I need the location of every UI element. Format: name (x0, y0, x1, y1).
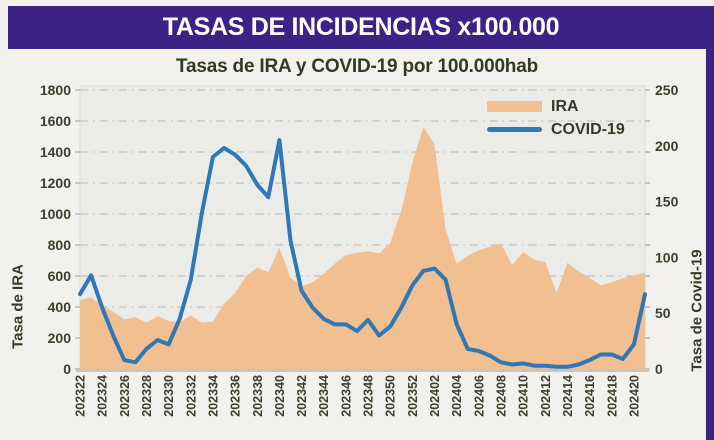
x-axis-tick-label: 202414 (561, 375, 575, 417)
covid-line-swatch (487, 127, 542, 132)
legend-item-covid: COVID-19 (487, 118, 625, 141)
right-axis-tick-label: 200 (655, 138, 679, 154)
x-axis-tick-label: 202324 (96, 375, 110, 417)
incidence-chart: 0 200 400 600 800 1000 1200 1400 1600 1800 0 50 100 1… (40, 82, 679, 417)
right-axis-tick-label: 250 (655, 82, 679, 98)
page-title: TASAS DE INCIDENCIAS x100.000 (162, 13, 560, 41)
x-axis-tick-label: 202336 (229, 375, 243, 417)
chart-legend: IRA COVID-19 (487, 95, 625, 141)
x-axis-tick-label: 202340 (273, 375, 287, 417)
legend-label-covid: COVID-19 (551, 120, 625, 138)
x-axis-tick-label: 202404 (450, 375, 464, 417)
x-axis-tick-label: 202334 (206, 375, 220, 417)
right-axis-tick-label: 150 (655, 194, 679, 210)
x-axis-tick-label: 202350 (384, 375, 398, 417)
ira-area-series (80, 127, 645, 369)
x-axis-tick-label: 202418 (605, 375, 619, 417)
right-border-strip (706, 49, 714, 440)
legend-item-ira: IRA (487, 95, 625, 118)
chart-area: 0 200 400 600 800 1000 1200 1400 1600 1800 0 50 100 1… (0, 78, 714, 440)
x-axis-tick-label: 202326 (118, 375, 132, 417)
title-banner: TASAS DE INCIDENCIAS x100.000 (8, 6, 714, 49)
chart-subtitle: Tasas de IRA y COVID-19 por 100.000hab (176, 56, 538, 77)
right-axis-tick-label: 50 (655, 305, 671, 321)
x-axis-tick-label: 202410 (517, 375, 531, 417)
x-axis-tick-label: 202322 (74, 375, 88, 417)
x-axis-tick-label: 202420 (627, 375, 641, 417)
x-axis-tick-label: 202402 (428, 375, 442, 417)
left-axis-tick-label: 1600 (40, 113, 71, 129)
x-axis-tick-label: 202344 (317, 375, 331, 417)
left-axis-tick-label: 400 (48, 299, 72, 315)
right-axis-tick-label: 0 (655, 361, 663, 377)
legend-label-ira: IRA (551, 97, 579, 115)
x-axis-tick-label: 202406 (472, 375, 486, 417)
x-axis-tick-label: 202416 (583, 375, 597, 417)
x-axis-tick-label: 202348 (362, 375, 376, 417)
left-axis-title: Tasa de IRA (9, 264, 27, 349)
x-axis-tick-label: 202342 (295, 375, 309, 417)
x-axis-tick-label: 202338 (251, 375, 265, 417)
x-axis-tick-label: 202330 (162, 375, 176, 417)
right-axis-title: Tasa de Covid-19 (688, 249, 706, 372)
x-axis-tick-label: 202412 (539, 375, 553, 417)
left-axis-tick-label: 200 (48, 330, 72, 346)
left-axis-tick-label: 600 (48, 268, 72, 284)
ira-area-swatch (487, 101, 542, 112)
left-axis-tick-label: 1800 (40, 82, 71, 98)
covid-line-series (78, 138, 647, 369)
x-axis-tick-label: 202346 (339, 375, 353, 417)
left-axis-tick-label: 1000 (40, 206, 71, 222)
left-axis-tick-label: 1200 (40, 175, 71, 191)
right-axis-tick-label: 100 (655, 249, 679, 265)
left-axis-tick-label: 0 (63, 361, 71, 377)
left-axis-tick-label: 1400 (40, 144, 71, 160)
x-axis-tick-label: 202332 (184, 375, 198, 417)
left-axis-tick-label: 800 (48, 237, 72, 253)
x-axis-tick-label: 202352 (406, 375, 420, 417)
x-axis-tick-label: 202408 (495, 375, 509, 417)
x-axis-tick-label: 202328 (140, 375, 154, 417)
